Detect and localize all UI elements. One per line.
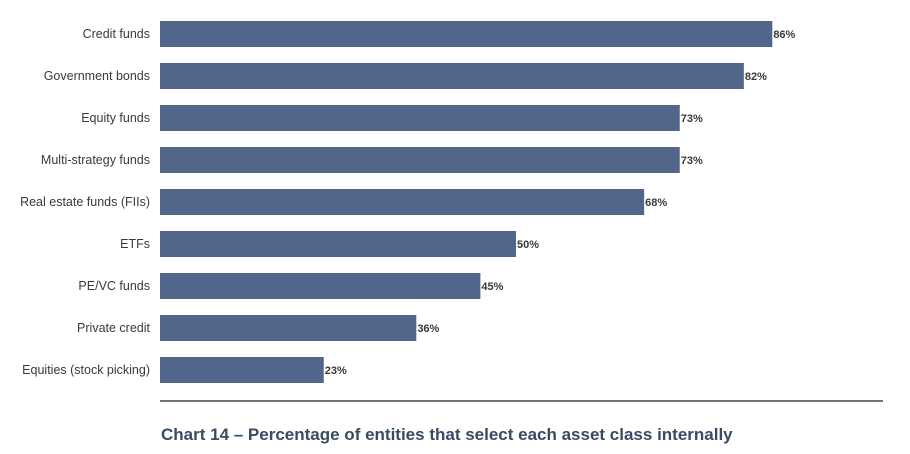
category-labels: Credit funds Government bonds Equity funds…: [20, 27, 150, 377]
category-label: PE/VC funds: [78, 279, 150, 293]
category-label: ETFs: [120, 237, 150, 251]
bar: [160, 231, 516, 257]
value-label: 45%: [481, 281, 503, 293]
bars-layer: [160, 21, 773, 383]
bar: [160, 189, 645, 215]
bar: [160, 315, 417, 341]
category-label: Government bonds: [44, 69, 150, 83]
bar: [160, 63, 744, 89]
bar: [160, 147, 680, 173]
category-label: Equities (stock picking): [22, 363, 150, 377]
category-label: Credit funds: [83, 27, 150, 41]
bar: [160, 273, 481, 299]
chart-title: Chart 14 – Percentage of entities that s…: [161, 425, 733, 444]
bar: [160, 357, 324, 383]
value-label: 82%: [745, 71, 767, 83]
value-label: 86%: [773, 29, 795, 41]
value-label: 23%: [325, 365, 347, 377]
category-label: Real estate funds (FIIs): [20, 195, 150, 209]
bar: [160, 105, 680, 131]
value-label: 50%: [517, 239, 539, 251]
value-label: 36%: [417, 323, 439, 335]
value-label: 68%: [645, 197, 667, 209]
category-label: Equity funds: [81, 111, 150, 125]
value-labels: 86% 82% 73% 73% 68% 50% 45% 36% 23%: [325, 29, 796, 377]
bar: [160, 21, 773, 47]
category-label: Multi-strategy funds: [41, 153, 150, 167]
value-label: 73%: [681, 113, 703, 125]
category-label: Private credit: [77, 321, 150, 335]
value-label: 73%: [681, 155, 703, 167]
